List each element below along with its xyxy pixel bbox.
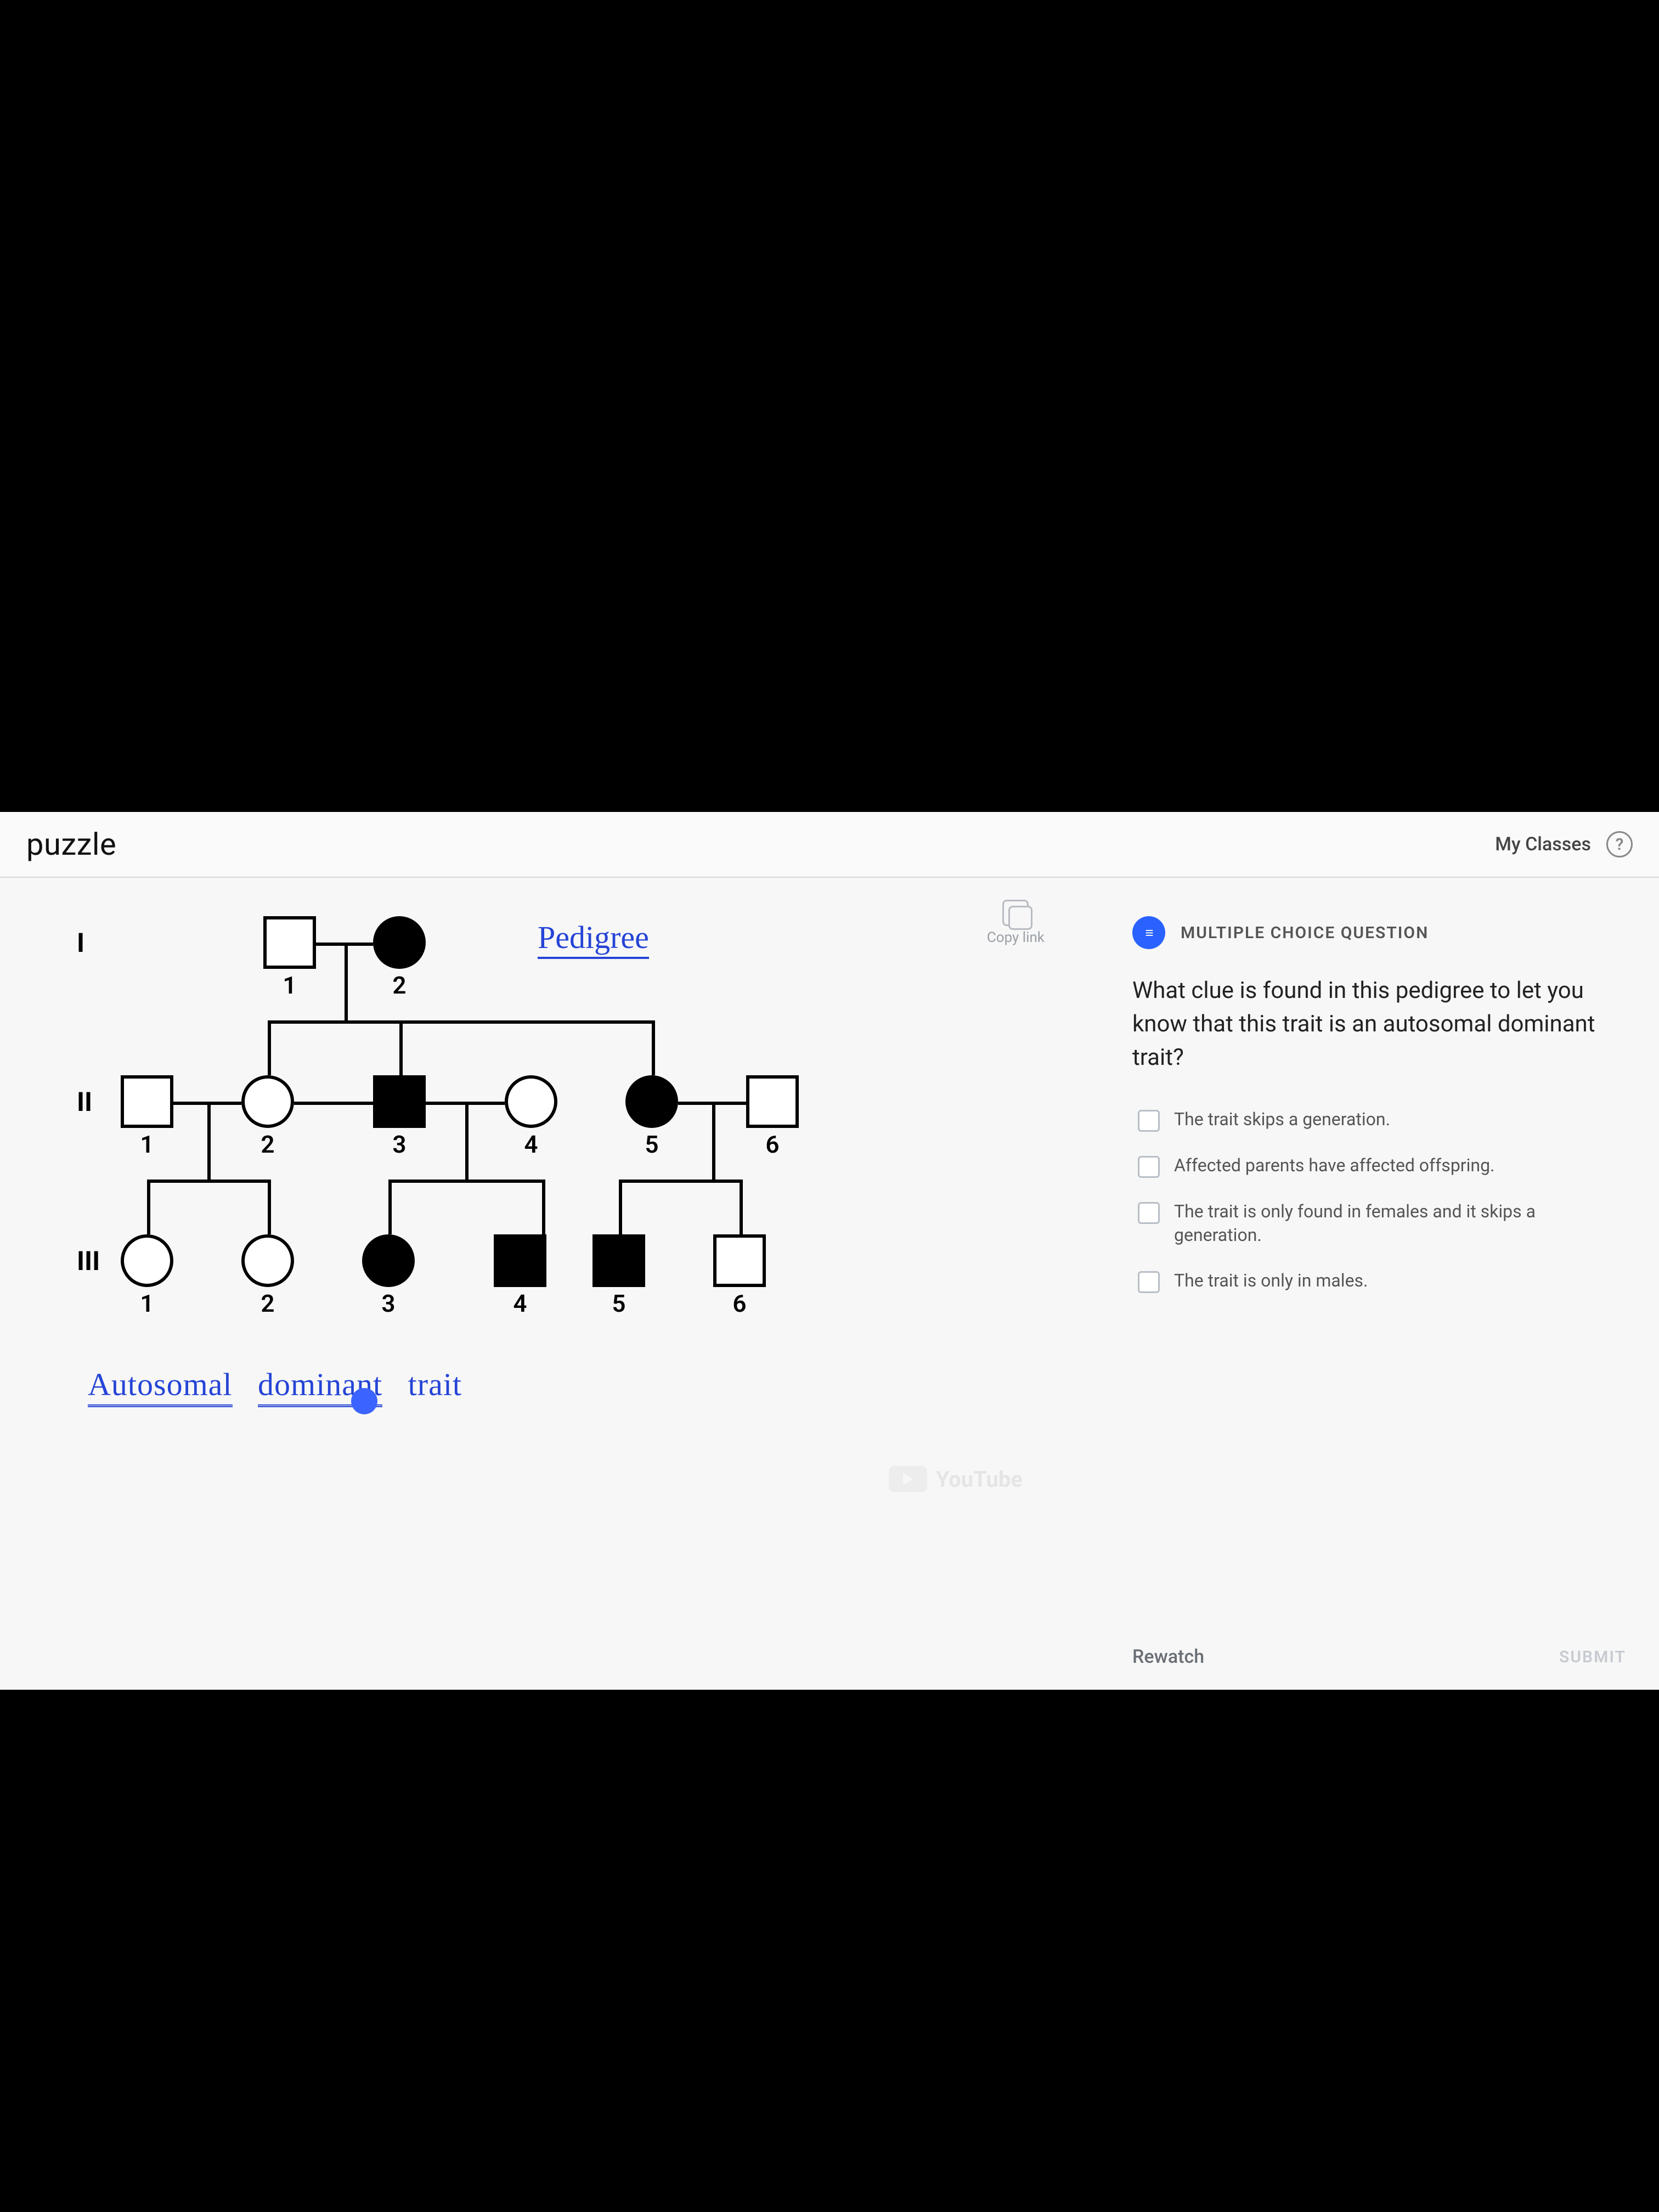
cursor-dot-icon — [351, 1388, 377, 1414]
pedigree-male-symbol — [592, 1234, 645, 1287]
option-text: Affected parents have affected offspring… — [1174, 1154, 1494, 1177]
pedigree-number-label: 1 — [263, 971, 316, 1000]
generation-label-2: II — [77, 1086, 92, 1118]
youtube-play-icon — [889, 1466, 927, 1492]
pedigree-female-symbol — [121, 1234, 173, 1287]
pedigree-diagram: Pedigree I II III Autosomal dominant tra… — [66, 911, 998, 1459]
pedigree-connector — [207, 1102, 211, 1180]
option-text: The trait is only in males. — [1174, 1269, 1368, 1293]
pedigree-female-symbol — [505, 1075, 557, 1128]
option-1[interactable]: The trait skips a generation. — [1138, 1108, 1626, 1132]
pedigree-connector — [712, 1102, 715, 1180]
checkbox-icon — [1138, 1156, 1160, 1178]
app-panel: puzzle My Classes ? Copy link Pedigree I… — [0, 812, 1659, 1690]
pedigree-female-symbol — [625, 1075, 678, 1128]
help-icon[interactable]: ? — [1606, 831, 1633, 857]
submit-button[interactable]: SUBMIT — [1559, 1647, 1626, 1667]
pedigree-connector — [652, 1020, 655, 1075]
pedigree-number-label: 6 — [746, 1130, 799, 1159]
question-footer: Rewatch SUBMIT — [1132, 1602, 1626, 1668]
pedigree-connector — [619, 1180, 743, 1183]
pedigree-female-symbol — [373, 916, 426, 969]
pedigree-female-symbol — [362, 1234, 415, 1287]
youtube-text: YouTube — [936, 1466, 1023, 1492]
topbar: puzzle My Classes ? — [0, 812, 1659, 878]
checkbox-icon — [1138, 1110, 1160, 1132]
generation-label-1: I — [77, 927, 84, 958]
checkbox-icon — [1138, 1271, 1160, 1293]
topbar-right: My Classes ? — [1495, 831, 1633, 857]
pedigree-male-symbol — [713, 1234, 766, 1287]
pedigree-male-symbol — [263, 916, 316, 969]
pedigree-connector — [388, 1180, 392, 1234]
pedigree-connector — [388, 1180, 545, 1183]
pedigree-connector — [268, 1020, 271, 1075]
pedigree-female-symbol — [241, 1234, 294, 1287]
handwriting-caption: Autosomal dominant trait — [88, 1366, 462, 1403]
options-list: The trait skips a generation. Affected p… — [1138, 1108, 1626, 1293]
pedigree-connector — [147, 1180, 150, 1234]
pedigree-number-label: 1 — [121, 1130, 173, 1159]
pedigree-number-label: 2 — [241, 1289, 294, 1318]
checkbox-icon — [1138, 1202, 1160, 1224]
pedigree-connector — [268, 1180, 271, 1234]
generation-label-3: III — [77, 1245, 100, 1277]
pedigree-connector — [542, 1180, 545, 1234]
pedigree-male-symbol — [746, 1075, 799, 1128]
pedigree-number-label: 4 — [494, 1289, 546, 1318]
option-4[interactable]: The trait is only in males. — [1138, 1269, 1626, 1293]
pedigree-connector — [294, 1102, 373, 1105]
option-3[interactable]: The trait is only found in females and i… — [1138, 1200, 1626, 1247]
pedigree-number-label: 2 — [373, 971, 426, 1000]
pedigree-number-label: 5 — [625, 1130, 678, 1159]
caption-word-3: trait — [408, 1367, 462, 1402]
copy-icon — [1002, 900, 1029, 926]
pedigree-number-label: 4 — [505, 1130, 557, 1159]
option-text: The trait skips a generation. — [1174, 1108, 1390, 1131]
pedigree-number-label: 3 — [373, 1130, 426, 1159]
mcq-header-label: MULTIPLE CHOICE QUESTION — [1181, 923, 1429, 943]
caption-word-1: Autosomal — [88, 1367, 233, 1407]
page-title: puzzle — [26, 826, 116, 862]
pedigree-connector — [147, 1180, 271, 1183]
content-row: Copy link Pedigree I II III Autosomal do… — [0, 878, 1659, 1690]
pedigree-number-label: 1 — [121, 1289, 173, 1318]
question-pane: ≡ MULTIPLE CHOICE QUESTION What clue is … — [1099, 878, 1659, 1690]
mcq-badge-icon: ≡ — [1132, 916, 1165, 949]
pedigree-connector — [399, 1020, 403, 1075]
video-pane: Copy link Pedigree I II III Autosomal do… — [0, 878, 1099, 1690]
pedigree-female-symbol — [241, 1075, 294, 1128]
handwriting-pedigree: Pedigree — [538, 919, 649, 956]
pedigree-male-symbol — [373, 1075, 426, 1128]
rewatch-button[interactable]: Rewatch — [1132, 1646, 1204, 1668]
youtube-watermark: YouTube — [889, 1466, 1023, 1492]
option-2[interactable]: Affected parents have affected offspring… — [1138, 1154, 1626, 1178]
mcq-badge-glyph: ≡ — [1145, 924, 1152, 941]
pedigree-connector — [268, 1020, 655, 1024]
help-glyph: ? — [1616, 835, 1624, 854]
pedigree-number-label: 6 — [713, 1289, 766, 1318]
pedigree-connector — [345, 943, 348, 1020]
pedigree-number-label: 2 — [241, 1130, 294, 1159]
option-text: The trait is only found in females and i… — [1174, 1200, 1626, 1247]
my-classes-link[interactable]: My Classes — [1495, 833, 1591, 855]
pedigree-connector — [740, 1180, 743, 1234]
pedigree-male-symbol — [121, 1075, 173, 1128]
pedigree-male-symbol — [494, 1234, 546, 1287]
question-text: What clue is found in this pedigree to l… — [1132, 974, 1626, 1075]
pedigree-number-label: 3 — [362, 1289, 415, 1318]
pedigree-connector — [619, 1180, 622, 1234]
pedigree-number-label: 5 — [592, 1289, 645, 1318]
mcq-header: ≡ MULTIPLE CHOICE QUESTION — [1132, 916, 1626, 949]
pedigree-connector — [465, 1102, 469, 1180]
